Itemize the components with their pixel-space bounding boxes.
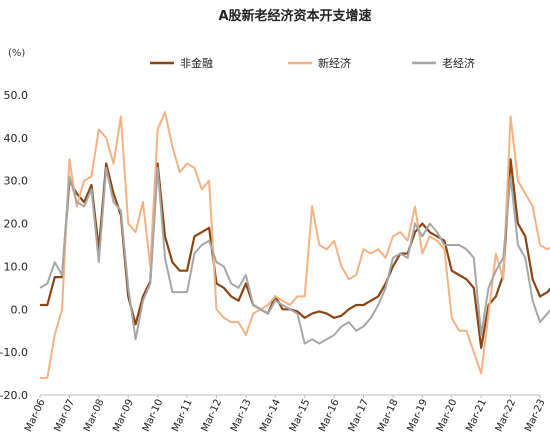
x-tick-label: Mar-22 bbox=[494, 398, 519, 434]
x-tick-label: Mar-11 bbox=[170, 398, 195, 434]
legend: 非金融 新经济 老经济 bbox=[150, 56, 475, 70]
x-tick-label: Mar-15 bbox=[288, 398, 313, 434]
x-tick-label: Mar-18 bbox=[376, 398, 401, 434]
legend-label: 老经济 bbox=[442, 56, 475, 70]
y-tick-label: 30.0 bbox=[4, 175, 29, 188]
x-tick-label: Mar-21 bbox=[464, 398, 489, 434]
legend-label: 非金融 bbox=[180, 56, 213, 70]
x-tick-label: Mar-23 bbox=[523, 398, 548, 434]
x-tick-label: Mar-17 bbox=[347, 398, 372, 434]
y-tick-label: -10.0 bbox=[0, 346, 28, 359]
y-tick-label: 0.0 bbox=[11, 303, 29, 316]
plot-area bbox=[39, 111, 550, 379]
x-tick-label: Mar-12 bbox=[200, 398, 225, 434]
y-tick-label: 50.0 bbox=[4, 89, 29, 102]
y-tick-label: 10.0 bbox=[4, 260, 29, 273]
x-tick-label: Mar-19 bbox=[405, 398, 430, 434]
series-line-3 bbox=[39, 166, 550, 345]
x-tick-label: Mar-13 bbox=[229, 398, 254, 434]
y-axis: 50.0 40.0 30.0 20.0 10.0 0.0 -10.0 -20.0 bbox=[0, 89, 28, 402]
x-tick-label: Mar-20 bbox=[435, 398, 460, 434]
chart-title: A股新老经济资本开支增速 bbox=[218, 8, 371, 24]
x-axis: Mar-06 Mar-07 Mar-08 Mar-09 Mar-10 Mar-11 Mar-… bbox=[23, 394, 548, 434]
y-unit-label: (%) bbox=[8, 48, 25, 59]
x-tick-label: Mar-08 bbox=[82, 398, 107, 434]
x-tick-label: Mar-14 bbox=[258, 398, 283, 434]
y-tick-label: -20.0 bbox=[0, 389, 28, 402]
x-tick-label: Mar-10 bbox=[141, 398, 166, 434]
y-tick-label: 20.0 bbox=[4, 218, 29, 231]
x-tick-label: Mar-06 bbox=[23, 398, 48, 434]
x-tick-label: Mar-07 bbox=[53, 398, 78, 434]
series-line-2 bbox=[40, 111, 550, 379]
x-tick-label: Mar-09 bbox=[111, 398, 136, 434]
x-tick-label: Mar-16 bbox=[317, 398, 342, 434]
y-tick-label: 40.0 bbox=[4, 132, 29, 145]
legend-label: 新经济 bbox=[318, 56, 351, 70]
series-line-1 bbox=[40, 158, 550, 349]
